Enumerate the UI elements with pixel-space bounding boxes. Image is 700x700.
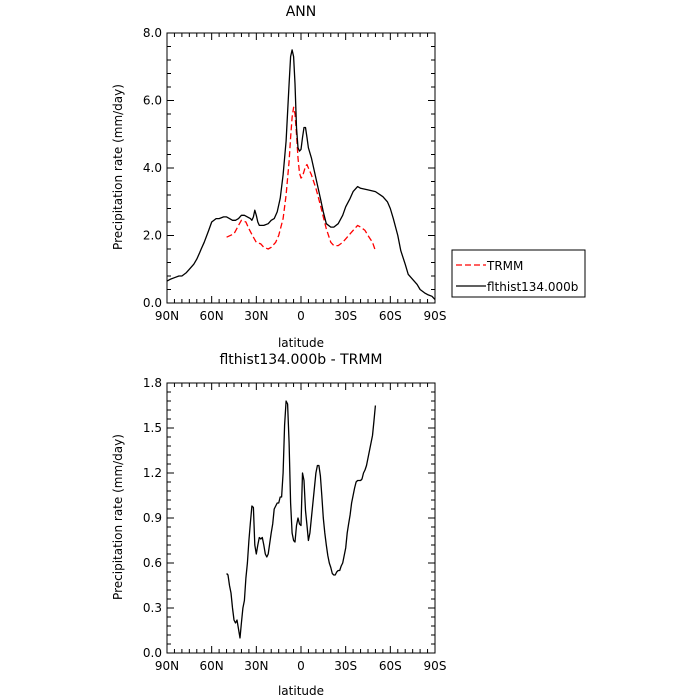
y-tick-label: 6.0 (143, 94, 162, 108)
legend-label-flthist: flthist134.000b (487, 280, 578, 294)
y-tick-label: 0.0 (143, 296, 162, 310)
x-tick-label: 60S (379, 659, 402, 673)
bottom-panel: flthist134.000b - TRMM latitude Precipit… (111, 352, 446, 698)
series-line-trmm (226, 106, 377, 251)
x-tick-label: 0 (297, 309, 305, 323)
top-y-axis-label: Precipitation rate (mm/day) (111, 84, 125, 250)
x-tick-label: 90S (424, 309, 447, 323)
x-tick-label: 0 (297, 659, 305, 673)
x-tick-label: 60S (379, 309, 402, 323)
x-tick-label: 30N (244, 309, 268, 323)
top-chart-title: ANN (286, 4, 317, 20)
bottom-x-axis-label: latitude (278, 684, 324, 698)
y-tick-label: 2.0 (143, 229, 162, 243)
top-x-axis-label: latitude (278, 336, 324, 350)
y-tick-label: 0.6 (143, 556, 162, 570)
legend: TRMM flthist134.000b (451, 249, 586, 298)
series-line-flthist134-000b (166, 49, 436, 301)
legend-box (451, 249, 586, 298)
plot-frame (166, 32, 436, 304)
y-tick-label: 0.9 (143, 511, 162, 525)
bottom-y-axis-label: Precipitation rate (mm/day) (111, 434, 125, 600)
legend-label-trmm: TRMM (486, 259, 523, 273)
x-tick-label: 90S (424, 659, 447, 673)
x-tick-label: 60N (200, 309, 224, 323)
y-tick-label: 0.3 (143, 601, 162, 615)
top-panel: ANN latitude Precipitation rate (mm/day)… (111, 4, 446, 350)
y-tick-label: 0.0 (143, 646, 162, 660)
y-tick-label: 1.8 (143, 376, 162, 390)
x-tick-label: 90N (155, 659, 179, 673)
x-tick-label: 60N (200, 659, 224, 673)
series-line-difference (226, 400, 377, 639)
x-tick-label: 30S (334, 309, 357, 323)
y-tick-label: 8.0 (143, 26, 162, 40)
x-tick-label: 30N (244, 659, 268, 673)
y-tick-label: 4.0 (143, 161, 162, 175)
y-tick-label: 1.5 (143, 421, 162, 435)
x-tick-label: 90N (155, 309, 179, 323)
bottom-chart-title: flthist134.000b - TRMM (219, 352, 382, 368)
y-tick-label: 1.2 (143, 466, 162, 480)
x-tick-label: 30S (334, 659, 357, 673)
